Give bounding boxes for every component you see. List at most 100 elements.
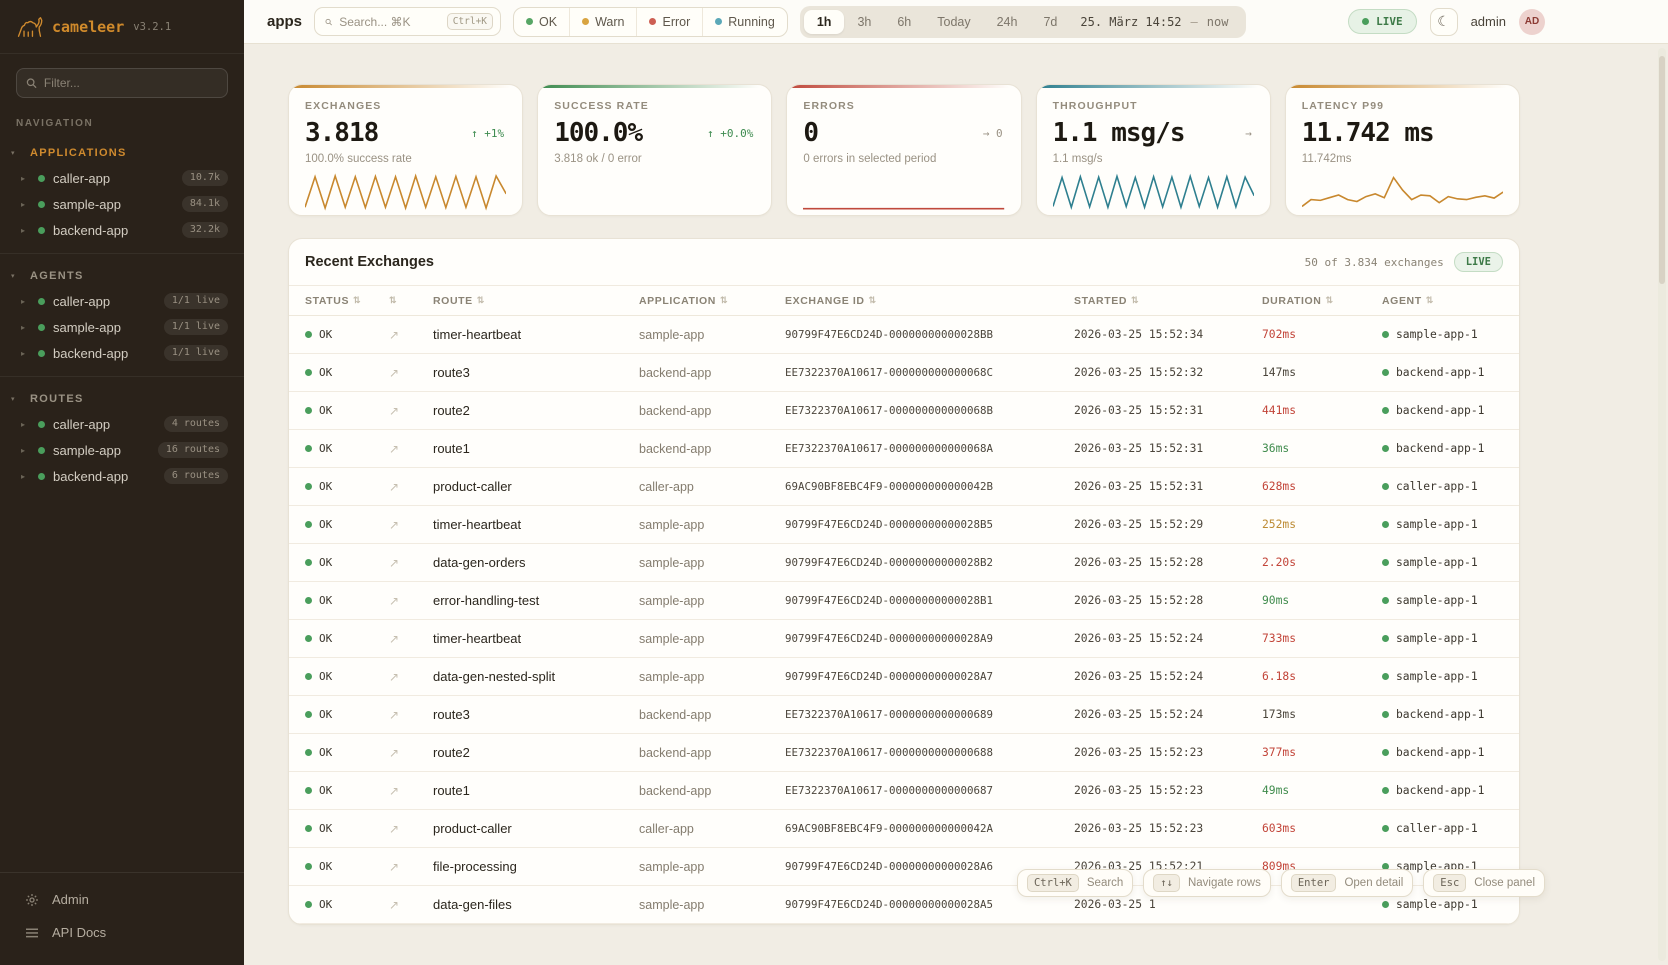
sidebar-item-backend-app[interactable]: ▸ backend-app 32.2k: [0, 217, 244, 243]
open-exchange-icon[interactable]: ↗: [389, 555, 400, 570]
global-search[interactable]: Ctrl+K: [314, 7, 502, 36]
open-exchange-icon[interactable]: ↗: [389, 441, 400, 456]
open-exchange-icon[interactable]: ↗: [389, 327, 400, 342]
footer-item-api-docs[interactable]: API Docs: [0, 916, 244, 949]
global-search-input[interactable]: [339, 14, 440, 29]
live-badge[interactable]: LIVE: [1348, 9, 1417, 34]
kpi-value: 0: [803, 118, 819, 148]
table-row[interactable]: OK ↗ data-gen-nested-split sample-app 90799F…: [289, 658, 1519, 696]
open-exchange-icon[interactable]: ↗: [389, 859, 400, 874]
column-header-link[interactable]: ⇅: [389, 295, 433, 306]
search-icon: [325, 18, 332, 25]
column-header-duration[interactable]: DURATION ⇅: [1262, 295, 1382, 307]
column-header-started[interactable]: STARTED ⇅: [1074, 295, 1262, 307]
table-row[interactable]: OK ↗ route3 backend-app EE7322370A10617-0000…: [289, 696, 1519, 734]
table-row[interactable]: OK ↗ route1 backend-app EE7322370A10617-0000…: [289, 430, 1519, 468]
open-exchange-icon[interactable]: ↗: [389, 745, 400, 760]
sidebar-filter-input[interactable]: [43, 76, 218, 90]
agent-label: sample-app-1: [1396, 632, 1478, 645]
status-filter-warn[interactable]: Warn: [569, 7, 636, 36]
time-range-7d[interactable]: 7d: [1043, 14, 1058, 29]
open-exchange-icon[interactable]: ↗: [389, 707, 400, 722]
table-row[interactable]: OK ↗ data-gen-orders sample-app 90799F47E6CD…: [289, 544, 1519, 582]
kpi-sparkline: [305, 173, 506, 211]
time-display[interactable]: 25. März 14:52 — now: [1070, 15, 1242, 29]
time-range-24h[interactable]: 24h: [996, 14, 1018, 29]
time-range-today[interactable]: Today: [937, 14, 971, 29]
table-row[interactable]: OK ↗ timer-heartbeat sample-app 90799F47E6CD…: [289, 506, 1519, 544]
ok-dot-icon: [305, 407, 312, 414]
column-header-exchange-id[interactable]: EXCHANGE ID ⇅: [785, 295, 1074, 307]
kpi-value: 1.1 msg/s: [1052, 118, 1186, 148]
breadcrumb[interactable]: apps: [267, 13, 303, 30]
section-header-agents[interactable]: ▾ AGENTS: [0, 264, 244, 288]
section-header-applications[interactable]: ▾ APPLICATIONS: [0, 141, 244, 165]
open-exchange-icon[interactable]: ↗: [389, 631, 400, 646]
route-cell: route3: [433, 365, 470, 380]
open-exchange-icon[interactable]: ↗: [389, 517, 400, 532]
open-exchange-icon[interactable]: ↗: [389, 365, 400, 380]
status-dot-icon: [38, 446, 45, 454]
open-exchange-icon[interactable]: ↗: [389, 593, 400, 608]
table-row[interactable]: OK ↗ timer-heartbeat sample-app 90799F47E6CD…: [289, 620, 1519, 658]
status-cell: OK: [305, 328, 389, 341]
status-cell: OK: [305, 898, 389, 911]
exchange-id-cell: 90799F47E6CD24D-00000000000028BB: [785, 328, 994, 341]
status-filter-ok[interactable]: OK: [514, 8, 569, 36]
table-row[interactable]: OK ↗ data-gen-files sample-app 90799F47E6CD2…: [289, 886, 1519, 924]
table-row[interactable]: OK ↗ route3 backend-app EE7322370A10617-0000…: [289, 354, 1519, 392]
column-header-status[interactable]: STATUS ⇅: [305, 295, 389, 307]
status-label: OK: [319, 784, 333, 797]
status-cell: OK: [305, 404, 389, 417]
sidebar-item-caller-app[interactable]: ▸ caller-app 10.7k: [0, 165, 244, 191]
table-row[interactable]: OK ↗ route1 backend-app EE7322370A10617-0000…: [289, 772, 1519, 810]
sidebar-item-sample-app[interactable]: ▸ sample-app 16 routes: [0, 437, 244, 463]
application-cell: backend-app: [639, 783, 712, 798]
sidebar-item-badge: 32.2k: [181, 222, 228, 238]
window-scrollbar[interactable]: [1658, 48, 1666, 961]
column-header-application[interactable]: APPLICATION ⇅: [639, 295, 785, 307]
sidebar-filter[interactable]: [16, 68, 228, 98]
logo-row: cameleer v3.2.1: [0, 0, 244, 54]
table-row[interactable]: OK ↗ timer-heartbeat sample-app 90799F47E6CD…: [289, 316, 1519, 354]
status-cell: OK: [305, 784, 389, 797]
scrollbar-thumb[interactable]: [1659, 56, 1665, 284]
hint-label: Open detail: [1344, 877, 1404, 889]
live-badge-label: LIVE: [1376, 15, 1403, 28]
footer-item-admin[interactable]: Admin: [0, 883, 244, 916]
sidebar-item-backend-app[interactable]: ▸ backend-app 6 routes: [0, 463, 244, 489]
column-header-agent[interactable]: AGENT ⇅: [1382, 295, 1503, 307]
column-header-route[interactable]: ROUTE ⇅: [433, 295, 639, 307]
table-row[interactable]: OK ↗ error-handling-test sample-app 90799F47…: [289, 582, 1519, 620]
time-range-3h[interactable]: 3h: [857, 14, 872, 29]
open-exchange-icon[interactable]: ↗: [389, 479, 400, 494]
table-row[interactable]: OK ↗ route2 backend-app EE7322370A10617-0000…: [289, 392, 1519, 430]
duration-cell: 252ms: [1262, 518, 1297, 531]
sidebar-item-backend-app[interactable]: ▸ backend-app 1/1 live: [0, 340, 244, 366]
open-exchange-icon[interactable]: ↗: [389, 403, 400, 418]
time-range-6h[interactable]: 6h: [897, 14, 912, 29]
table-row[interactable]: OK ↗ product-caller caller-app 69AC90BF8EBC4…: [289, 468, 1519, 506]
agent-label: sample-app-1: [1396, 518, 1478, 531]
status-filter-running[interactable]: Running: [702, 7, 787, 36]
open-exchange-icon[interactable]: ↗: [389, 897, 400, 912]
open-exchange-icon[interactable]: ↗: [389, 783, 400, 798]
time-range-1h[interactable]: 1h: [803, 9, 845, 34]
sidebar-item-sample-app[interactable]: ▸ sample-app 1/1 live: [0, 314, 244, 340]
theme-toggle-button[interactable]: ☾: [1429, 7, 1458, 36]
table-row[interactable]: OK ↗ route2 backend-app EE7322370A10617-0000…: [289, 734, 1519, 772]
sidebar-item-badge: 4 routes: [163, 416, 228, 432]
open-exchange-icon[interactable]: ↗: [389, 669, 400, 684]
exchange-id-cell: 90799F47E6CD24D-00000000000028B5: [785, 518, 994, 531]
status-label: OK: [319, 556, 333, 569]
chevron-right-icon: ▸: [21, 225, 26, 235]
sidebar-item-sample-app[interactable]: ▸ sample-app 84.1k: [0, 191, 244, 217]
table-row[interactable]: OK ↗ product-caller caller-app 69AC90BF8EBC4…: [289, 810, 1519, 848]
open-exchange-icon[interactable]: ↗: [389, 821, 400, 836]
sidebar-item-caller-app[interactable]: ▸ caller-app 1/1 live: [0, 288, 244, 314]
section-header-routes[interactable]: ▾ ROUTES: [0, 387, 244, 411]
sidebar-item-caller-app[interactable]: ▸ caller-app 4 routes: [0, 411, 244, 437]
status-filter-error[interactable]: Error: [636, 7, 702, 36]
avatar[interactable]: AD: [1519, 8, 1545, 35]
table-header-row: STATUS ⇅ ⇅ ROUTE ⇅ APPLICATION ⇅ EXCHANGE ID ⇅ ST…: [289, 285, 1519, 316]
